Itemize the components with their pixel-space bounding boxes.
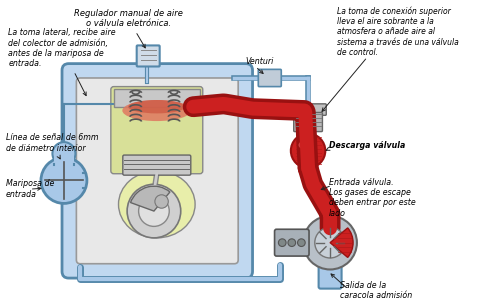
Text: Salida de la
caracola admisión: Salida de la caracola admisión bbox=[339, 281, 412, 300]
Ellipse shape bbox=[118, 171, 195, 238]
Text: Entrada válvula.
Los gases de escape
deben entrar por este
lado: Entrada válvula. Los gases de escape deb… bbox=[329, 178, 416, 218]
FancyBboxPatch shape bbox=[114, 89, 200, 107]
FancyBboxPatch shape bbox=[76, 78, 238, 264]
Text: Mariposa de
entrada: Mariposa de entrada bbox=[5, 179, 54, 199]
Text: Descarga válvula: Descarga válvula bbox=[329, 141, 406, 150]
Text: Regulador manual de aire
o válvula eletrónica.: Regulador manual de aire o válvula eletr… bbox=[74, 9, 183, 48]
FancyBboxPatch shape bbox=[123, 155, 191, 175]
Wedge shape bbox=[131, 186, 170, 211]
FancyBboxPatch shape bbox=[62, 64, 253, 278]
FancyBboxPatch shape bbox=[111, 87, 203, 174]
Wedge shape bbox=[330, 228, 353, 257]
FancyBboxPatch shape bbox=[275, 229, 309, 256]
Circle shape bbox=[315, 227, 345, 258]
Circle shape bbox=[279, 239, 286, 247]
FancyBboxPatch shape bbox=[290, 104, 326, 115]
Ellipse shape bbox=[128, 100, 186, 113]
Ellipse shape bbox=[122, 100, 191, 121]
Circle shape bbox=[139, 196, 169, 226]
FancyBboxPatch shape bbox=[318, 266, 341, 288]
Circle shape bbox=[288, 239, 296, 247]
Text: La toma de conexión superior
lleva el aire sobrante a la
atmosfera o añade aire : La toma de conexión superior lleva el ai… bbox=[337, 6, 459, 57]
Circle shape bbox=[298, 239, 305, 247]
Bar bbox=[304, 130, 312, 139]
Circle shape bbox=[303, 216, 357, 269]
Circle shape bbox=[41, 157, 87, 203]
FancyBboxPatch shape bbox=[294, 112, 322, 132]
Text: Venturi: Venturi bbox=[246, 57, 274, 67]
FancyBboxPatch shape bbox=[137, 45, 160, 67]
Circle shape bbox=[53, 142, 75, 165]
Ellipse shape bbox=[299, 141, 308, 149]
Circle shape bbox=[291, 133, 325, 168]
FancyBboxPatch shape bbox=[55, 154, 74, 174]
FancyBboxPatch shape bbox=[258, 69, 281, 87]
Circle shape bbox=[155, 195, 169, 208]
Text: La toma lateral, recibe aire
del colector de admisión,
antes de la mariposa de
e: La toma lateral, recibe aire del colecto… bbox=[8, 28, 116, 95]
Text: Línea de señal de 6mm
de diámetro interior: Línea de señal de 6mm de diámetro interi… bbox=[5, 133, 98, 159]
Circle shape bbox=[127, 184, 181, 238]
